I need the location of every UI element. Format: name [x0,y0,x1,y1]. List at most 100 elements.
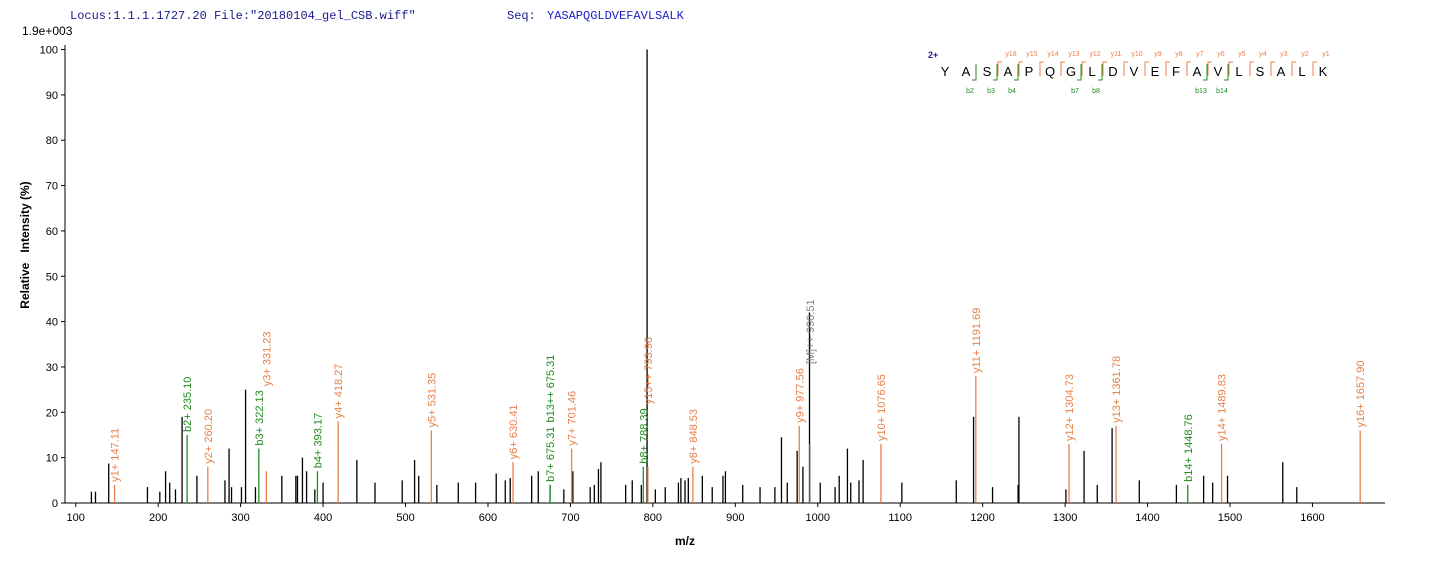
y-ion-label: y7 [1196,51,1204,58]
y-tick-label: 20 [46,407,58,419]
x-tick-label: 800 [644,512,662,524]
peak-label: y5+ 531.35 [426,373,438,428]
y-tick-label: 40 [46,317,58,329]
y-bracket [1081,61,1086,76]
peak-label: y1+ 147.11 [110,428,122,482]
y-ion-label: y4 [1259,51,1267,58]
y-bracket [1123,61,1128,76]
residue: Q [1045,64,1055,79]
residue: S [1256,64,1265,79]
peak-label: y13+ 1361.78 [1111,356,1123,423]
b-ion-label: b2 [966,88,974,95]
y-ion-label: y2 [1301,51,1309,58]
residue: S [983,64,992,79]
b-bracket [1203,64,1208,81]
y-bracket [997,61,1002,76]
x-tick-label: 1400 [1135,512,1159,524]
peak-label: y12+ 1304.73 [1064,374,1076,441]
peak-label: y3+ 331.23 [261,331,273,386]
residue: L [1088,64,1095,79]
y-tick-label: 10 [46,453,58,465]
y-ion-label: y11 [1111,51,1122,58]
y-tick-label: 30 [46,362,58,374]
residue: V [1214,64,1223,79]
peak-label: y14+ 1489.83 [1217,374,1229,441]
y-ion-label: y9 [1154,51,1162,58]
y-ion-label: y15 [1026,51,1037,58]
residue: A [1277,64,1286,79]
b-bracket [1224,64,1229,81]
y-ion-label: y1 [1322,51,1330,58]
y-bracket [1165,61,1170,76]
y-tick-label: 60 [46,226,58,238]
x-tick-label: 200 [149,512,167,524]
seq-label: Seq: [507,9,536,23]
residue: A [1004,64,1013,79]
residue: K [1319,64,1328,79]
y-tick-label: 100 [40,45,58,57]
peak-label: b8+ 788.39 [638,408,650,463]
peak-label: y6+ 630.41 [508,404,520,459]
peak-label: y7+ 701.46 [567,391,579,446]
residue: L [1235,64,1242,79]
sequence: YASAPQGLDVEFAVLSALK [547,9,685,23]
peak-label: b3+ 322.13 [254,390,266,445]
y-ion-label: y13 [1068,51,1079,58]
x-tick-label: 700 [561,512,579,524]
y-bracket [1291,61,1296,76]
peak-label: y11+ 1191.69 [971,308,983,373]
y-bracket [1228,61,1233,76]
y-bracket [1102,61,1107,76]
peak-label: b2+ 235.10 [182,377,194,432]
b-bracket [1014,64,1019,81]
y-bracket [1018,61,1023,76]
peak-label: y8+ 848.53 [688,409,700,464]
x-axis-label: m/z [675,534,695,548]
b-ion-label: b3 [987,88,995,95]
peak-label: y4+ 418.27 [333,364,345,419]
x-tick-label: 1600 [1300,512,1324,524]
x-tick-label: 1300 [1053,512,1077,524]
y-bracket [1186,61,1191,76]
y-ion-label: y6 [1217,51,1225,58]
x-tick-label: 1000 [806,512,830,524]
y-ion-label: y18 [1005,51,1016,58]
x-tick-label: 400 [314,512,332,524]
peak-label: b14+ 1448.76 [1183,414,1195,482]
peak-label: y2+ 260.20 [203,409,215,464]
x-tick-label: 1500 [1218,512,1242,524]
residue: E [1151,64,1160,79]
peak-label: y9+ 977.56 [794,368,806,423]
header: Locus:1.1.1.1727.20 File:"20180104_gel_C… [70,9,416,23]
y-bracket [1312,61,1317,76]
residue: P [1025,64,1034,79]
y-tick-label: 90 [46,90,58,102]
y-ion-label: y8 [1175,51,1183,58]
scale-label: 1.9e+003 [22,24,73,38]
peak-label: y16+ 1657.90 [1355,360,1367,427]
residue: A [1193,64,1202,79]
residue: G [1066,64,1076,79]
y-tick-label: 70 [46,181,58,193]
y-bracket [1060,61,1065,76]
b-ion-label: b13 [1195,88,1207,95]
y-bracket [1144,61,1149,76]
y-bracket [1039,61,1044,76]
y-bracket [1270,61,1275,76]
x-tick-label: 100 [67,512,85,524]
peak-label: b7+ 675.31 [545,426,557,481]
b-ion-label: b4 [1008,88,1016,95]
y-ion-label: y5 [1238,51,1246,58]
charge: 2+ [928,50,938,60]
peak-label: [M]++ 990.51 [805,299,817,364]
residue: V [1130,64,1139,79]
peak-label: y15++ 793.96 [643,337,655,404]
y-bracket [1207,61,1212,76]
x-tick-label: 1200 [970,512,994,524]
b-ion-label: b14 [1216,88,1228,95]
b-bracket [993,64,998,81]
y-ion-label: y12 [1089,51,1100,58]
y-tick-label: 50 [46,271,58,283]
b-bracket [1098,64,1103,81]
